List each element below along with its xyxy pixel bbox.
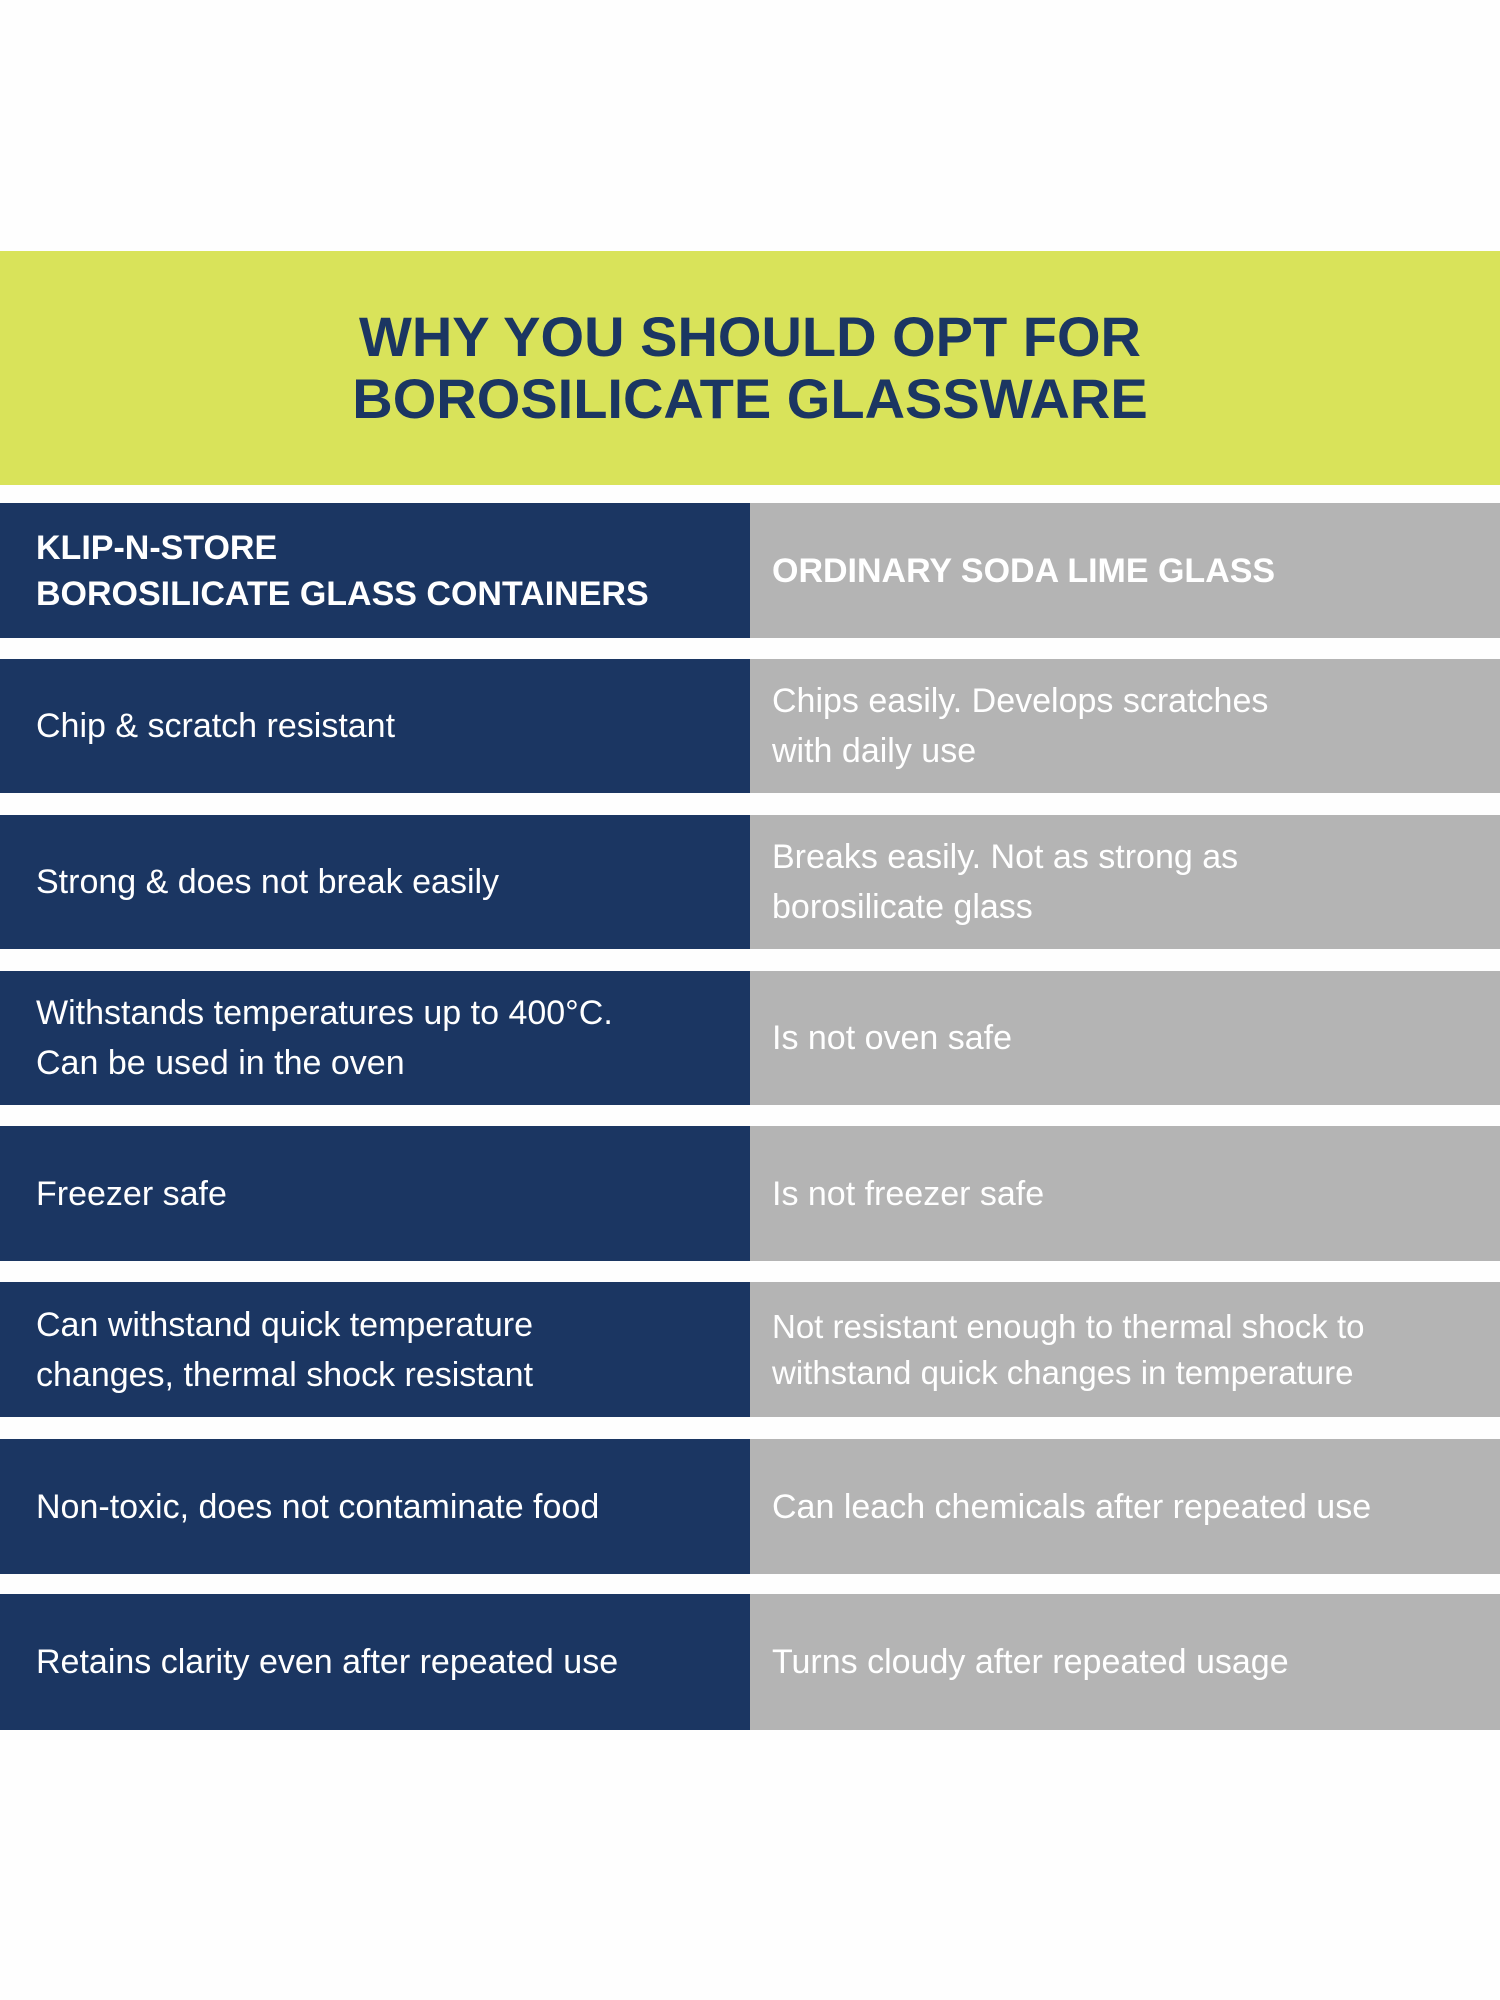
header-left-line-1: KLIP-N-STORE	[36, 528, 278, 567]
borosilicate-cell: Chip & scratch resistant	[0, 659, 750, 793]
table-row: Freezer safe Is not freezer safe	[0, 1126, 1500, 1261]
borosilicate-cell: Strong & does not break easily	[0, 815, 750, 949]
page-title: WHY YOU SHOULD OPT FOR BOROSILICATE GLASS…	[352, 306, 1147, 430]
borosilicate-cell: Freezer safe	[0, 1126, 750, 1261]
table-row: Strong & does not break easily Breaks ea…	[0, 815, 1500, 949]
cell-text: Freezer safe	[36, 1174, 227, 1213]
cell-text: Chip & scratch resistant	[36, 707, 396, 745]
borosilicate-cell: Can withstand quick temperature changes,…	[0, 1282, 750, 1417]
cell-text: Withstands temperatures up to 400°C. Can…	[36, 994, 613, 1082]
table-row: Withstands temperatures up to 400°C. Can…	[0, 971, 1500, 1105]
soda-lime-cell: Can leach chemicals after repeated use	[750, 1439, 1500, 1574]
cell-text: Can leach chemicals after repeated use	[772, 1487, 1372, 1526]
header-soda-lime: ORDINARY SODA LIME GLASS	[750, 503, 1500, 638]
borosilicate-cell: Retains clarity even after repeated use	[0, 1594, 750, 1730]
header-left-text: KLIP-N-STORE BOROSILICATE GLASS CONTAINER…	[36, 525, 649, 617]
soda-lime-cell: Breaks easily. Not as strong as borosili…	[750, 815, 1500, 949]
borosilicate-cell: Withstands temperatures up to 400°C. Can…	[0, 971, 750, 1105]
table-row: Non-toxic, does not contaminate food Can…	[0, 1439, 1500, 1574]
soda-lime-cell: Is not freezer safe	[750, 1126, 1500, 1261]
header-borosilicate: KLIP-N-STORE BOROSILICATE GLASS CONTAINER…	[0, 503, 750, 638]
cell-text: Is not freezer safe	[772, 1174, 1045, 1213]
cell-text: Breaks easily. Not as strong as borosili…	[772, 838, 1239, 926]
cell-text: Chips easily. Develops scratches with da…	[772, 682, 1269, 770]
header-left-line-2: BOROSILICATE GLASS CONTAINERS	[36, 574, 649, 613]
table-row: Retains clarity even after repeated use …	[0, 1594, 1500, 1730]
cell-text: Not resistant enough to thermal shock to…	[772, 1307, 1365, 1391]
cell-text: Strong & does not break easily	[36, 863, 500, 901]
header-right-text: ORDINARY SODA LIME GLASS	[772, 551, 1276, 590]
table-row: Chip & scratch resistant Chips easily. D…	[0, 659, 1500, 793]
comparison-header-row: KLIP-N-STORE BOROSILICATE GLASS CONTAINER…	[0, 503, 1500, 638]
title-line-2: BOROSILICATE GLASSWARE	[352, 367, 1148, 430]
borosilicate-cell: Non-toxic, does not contaminate food	[0, 1439, 750, 1574]
cell-text: Can withstand quick temperature changes,…	[36, 1305, 534, 1394]
cell-text: Non-toxic, does not contaminate food	[36, 1487, 600, 1526]
soda-lime-cell: Is not oven safe	[750, 971, 1500, 1105]
table-row: Can withstand quick temperature changes,…	[0, 1282, 1500, 1417]
soda-lime-cell: Turns cloudy after repeated usage	[750, 1594, 1500, 1730]
cell-text: Retains clarity even after repeated use	[36, 1643, 619, 1681]
title-line-1: WHY YOU SHOULD OPT FOR	[359, 305, 1141, 368]
soda-lime-cell: Not resistant enough to thermal shock to…	[750, 1282, 1500, 1417]
title-banner: WHY YOU SHOULD OPT FOR BOROSILICATE GLASS…	[0, 251, 1500, 485]
soda-lime-cell: Chips easily. Develops scratches with da…	[750, 659, 1500, 793]
cell-text: Is not oven safe	[772, 1019, 1013, 1057]
cell-text: Turns cloudy after repeated usage	[772, 1643, 1289, 1681]
